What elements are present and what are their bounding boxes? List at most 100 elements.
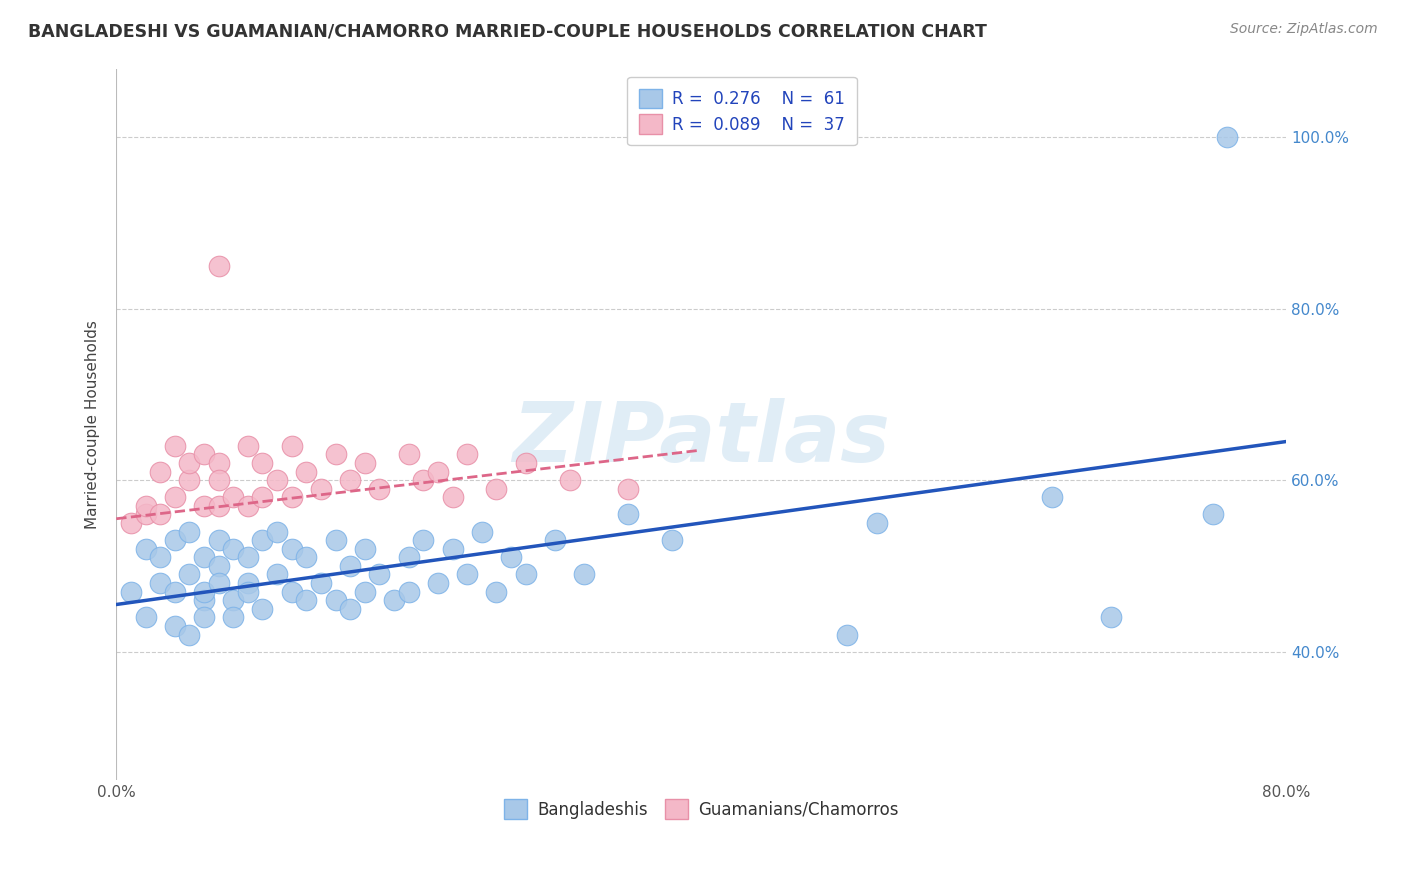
Point — [325, 447, 347, 461]
Point — [149, 508, 172, 522]
Point — [179, 567, 201, 582]
Point — [426, 576, 449, 591]
Point — [179, 627, 201, 641]
Text: ZIPatlas: ZIPatlas — [512, 398, 890, 479]
Legend: Bangladeshis, Guamanians/Chamorros: Bangladeshis, Guamanians/Chamorros — [498, 793, 905, 825]
Y-axis label: Married-couple Households: Married-couple Households — [86, 320, 100, 529]
Point — [398, 584, 420, 599]
Point — [515, 567, 537, 582]
Point — [280, 439, 302, 453]
Point — [134, 499, 156, 513]
Point — [222, 593, 245, 607]
Point — [280, 491, 302, 505]
Point — [252, 491, 274, 505]
Point — [339, 473, 361, 487]
Point — [207, 558, 229, 573]
Point — [134, 610, 156, 624]
Point — [207, 499, 229, 513]
Point — [353, 456, 375, 470]
Point — [441, 541, 464, 556]
Point — [266, 473, 288, 487]
Point — [368, 482, 391, 496]
Point — [295, 593, 318, 607]
Point — [193, 499, 215, 513]
Point — [236, 550, 259, 565]
Point — [382, 593, 405, 607]
Point — [499, 550, 522, 565]
Point — [471, 524, 494, 539]
Point — [1040, 491, 1063, 505]
Point — [207, 533, 229, 548]
Point — [163, 533, 186, 548]
Point — [236, 499, 259, 513]
Point — [163, 619, 186, 633]
Point — [179, 456, 201, 470]
Point — [149, 550, 172, 565]
Point — [1099, 610, 1122, 624]
Point — [134, 541, 156, 556]
Point — [193, 584, 215, 599]
Point — [207, 473, 229, 487]
Point — [207, 576, 229, 591]
Point — [252, 533, 274, 548]
Point — [398, 447, 420, 461]
Point — [295, 550, 318, 565]
Point — [485, 482, 508, 496]
Point — [485, 584, 508, 599]
Point — [295, 465, 318, 479]
Point — [252, 601, 274, 615]
Point — [179, 524, 201, 539]
Point — [266, 567, 288, 582]
Point — [207, 259, 229, 273]
Point — [558, 473, 581, 487]
Point — [236, 576, 259, 591]
Point — [193, 593, 215, 607]
Point — [222, 610, 245, 624]
Point — [456, 567, 478, 582]
Point — [617, 482, 640, 496]
Point — [412, 533, 434, 548]
Point — [280, 541, 302, 556]
Text: BANGLADESHI VS GUAMANIAN/CHAMORRO MARRIED-COUPLE HOUSEHOLDS CORRELATION CHART: BANGLADESHI VS GUAMANIAN/CHAMORRO MARRIE… — [28, 22, 987, 40]
Point — [163, 439, 186, 453]
Point — [412, 473, 434, 487]
Point — [163, 584, 186, 599]
Point — [252, 456, 274, 470]
Point — [865, 516, 887, 530]
Point — [163, 491, 186, 505]
Point — [325, 533, 347, 548]
Point — [544, 533, 567, 548]
Point — [134, 508, 156, 522]
Point — [515, 456, 537, 470]
Point — [339, 601, 361, 615]
Point — [120, 584, 142, 599]
Point — [339, 558, 361, 573]
Point — [193, 550, 215, 565]
Point — [236, 439, 259, 453]
Point — [325, 593, 347, 607]
Point — [368, 567, 391, 582]
Point — [441, 491, 464, 505]
Point — [661, 533, 683, 548]
Point — [280, 584, 302, 599]
Point — [398, 550, 420, 565]
Point — [149, 576, 172, 591]
Point — [266, 524, 288, 539]
Point — [193, 447, 215, 461]
Point — [1216, 130, 1239, 145]
Text: Source: ZipAtlas.com: Source: ZipAtlas.com — [1230, 22, 1378, 37]
Point — [837, 627, 859, 641]
Point — [309, 482, 332, 496]
Point — [353, 541, 375, 556]
Point — [456, 447, 478, 461]
Point — [617, 508, 640, 522]
Point — [572, 567, 595, 582]
Point — [149, 465, 172, 479]
Point — [179, 473, 201, 487]
Point — [309, 576, 332, 591]
Point — [193, 610, 215, 624]
Point — [353, 584, 375, 599]
Point — [222, 541, 245, 556]
Point — [207, 456, 229, 470]
Point — [1202, 508, 1225, 522]
